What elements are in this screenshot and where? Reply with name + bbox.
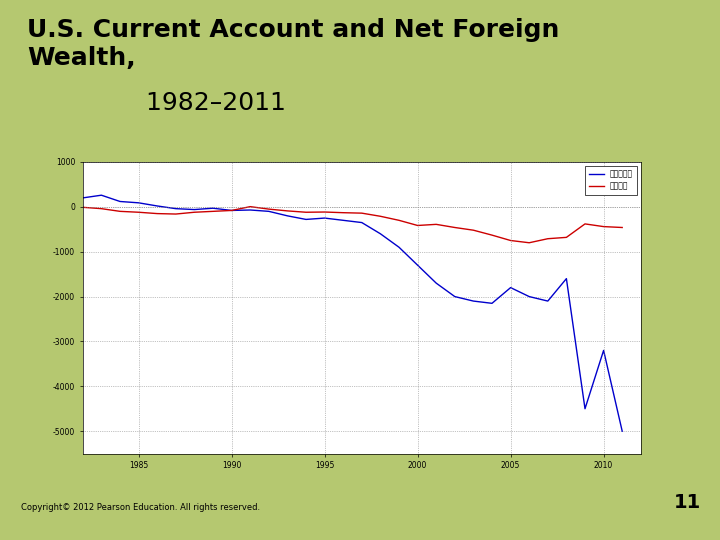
经常账户 bbox=[599, 224, 608, 230]
净外国财富 bbox=[283, 213, 292, 219]
净外国财富 bbox=[228, 207, 236, 214]
净外国财富 bbox=[339, 217, 348, 224]
经常账户 bbox=[228, 207, 236, 214]
净外国财富 bbox=[544, 298, 552, 305]
经常账户 bbox=[78, 204, 87, 211]
净外国财富 bbox=[153, 202, 161, 209]
净外国财富 bbox=[599, 347, 608, 354]
经常账户 bbox=[339, 210, 348, 216]
Line: 净外国财富: 净外国财富 bbox=[83, 195, 622, 431]
净外国财富 bbox=[432, 280, 441, 286]
经常账户 bbox=[562, 234, 571, 241]
净外国财富 bbox=[618, 428, 626, 434]
经常账户 bbox=[506, 237, 515, 244]
净外国财富 bbox=[395, 244, 403, 251]
经常账户 bbox=[376, 213, 384, 220]
净外国财富 bbox=[209, 205, 217, 212]
经常账户 bbox=[618, 224, 626, 231]
经常账户 bbox=[97, 205, 106, 212]
经常账户 bbox=[190, 209, 199, 215]
净外国财富 bbox=[171, 205, 180, 212]
经常账户 bbox=[432, 221, 441, 227]
经常账户 bbox=[264, 206, 273, 212]
净外国财富 bbox=[506, 285, 515, 291]
净外国财富 bbox=[376, 231, 384, 237]
Text: 1982–2011: 1982–2011 bbox=[138, 91, 286, 115]
经常账户 bbox=[487, 232, 496, 238]
经常账户 bbox=[451, 224, 459, 231]
净外国财富 bbox=[264, 208, 273, 214]
经常账户 bbox=[246, 204, 255, 210]
净外国财富 bbox=[413, 262, 422, 268]
经常账户 bbox=[395, 217, 403, 224]
净外国财富 bbox=[451, 293, 459, 300]
经常账户 bbox=[358, 210, 366, 217]
净外国财富 bbox=[581, 406, 590, 412]
净外国财富 bbox=[78, 194, 87, 201]
净外国财富 bbox=[358, 219, 366, 226]
经常账户 bbox=[116, 208, 125, 214]
经常账户 bbox=[135, 209, 143, 215]
净外国财富 bbox=[562, 275, 571, 282]
净外国财富 bbox=[525, 293, 534, 300]
经常账户 bbox=[544, 235, 552, 242]
净外国财富 bbox=[190, 206, 199, 213]
Text: 11: 11 bbox=[674, 492, 701, 512]
经常账户 bbox=[581, 221, 590, 227]
净外国财富 bbox=[320, 215, 329, 221]
经常账户 bbox=[469, 227, 478, 233]
经常账户 bbox=[525, 240, 534, 246]
经常账户 bbox=[320, 209, 329, 215]
Text: U.S. Current Account and Net Foreign
Wealth,: U.S. Current Account and Net Foreign Wea… bbox=[27, 18, 559, 70]
净外国财富 bbox=[487, 300, 496, 307]
净外国财富 bbox=[469, 298, 478, 305]
经常账户 bbox=[283, 208, 292, 214]
Line: 经常账户: 经常账户 bbox=[83, 207, 622, 243]
经常账户 bbox=[209, 208, 217, 214]
经常账户 bbox=[302, 209, 310, 215]
净外国财富 bbox=[135, 200, 143, 206]
净外国财富 bbox=[116, 198, 125, 205]
经常账户 bbox=[153, 211, 161, 217]
Text: Copyright© 2012 Pearson Education. All rights reserved.: Copyright© 2012 Pearson Education. All r… bbox=[21, 503, 260, 512]
净外国财富 bbox=[302, 216, 310, 222]
经常账户 bbox=[413, 222, 422, 229]
Legend: 净外国财富, 经常账户: 净外国财富, 经常账户 bbox=[585, 166, 637, 194]
经常账户 bbox=[171, 211, 180, 217]
净外国财富 bbox=[246, 207, 255, 213]
净外国财富 bbox=[97, 192, 106, 198]
